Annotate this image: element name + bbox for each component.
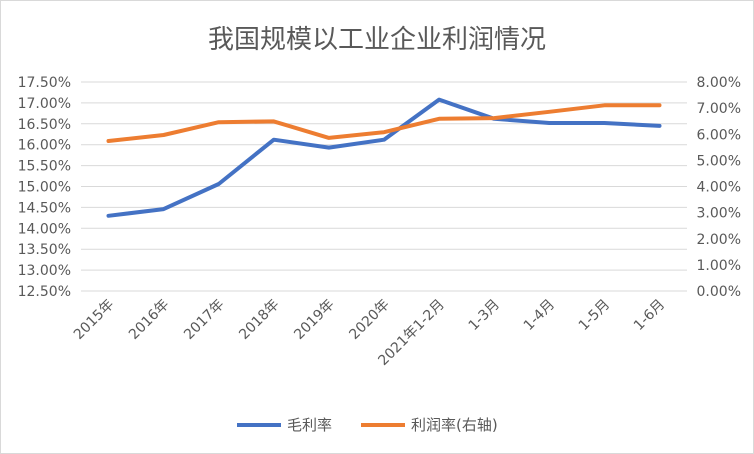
x-tick-label: 2015年 [71,297,117,343]
right-tick-label: 1.00% [697,258,741,274]
x-tick-label: 2017年 [181,297,227,343]
gridlines [81,81,687,292]
x-tick-label: 2020年 [346,297,392,343]
chart-title: 我国规模以工业企业利润情况 [208,25,546,55]
x-tick-label: 1-4月 [521,297,558,334]
left-tick-label: 17.00% [18,96,71,112]
legend: 毛利率 利润率(右轴) [237,416,498,434]
right-tick-label: 2.00% [697,232,741,248]
left-tick-label: 16.00% [18,138,71,154]
left-tick-label: 15.00% [18,180,71,196]
left-tick-label: 13.00% [18,263,71,279]
right-tick-label: 0.00% [697,284,741,300]
right-axis-ticks: 0.00% 1.00% 2.00% 3.00% 4.00% 5.00% 6.00% 7.00%… [697,75,741,300]
series-layer [106,97,662,218]
right-tick-label: 4.00% [697,180,741,196]
right-tick-label: 5.00% [697,153,741,169]
left-tick-label: 13.50% [18,242,71,258]
left-tick-label: 15.50% [18,159,71,175]
series-line-1 [106,103,662,143]
x-tick-label: 1-5月 [576,297,613,334]
left-tick-label: 16.50% [18,117,71,133]
right-tick-label: 7.00% [697,101,741,117]
legend-label-0: 毛利率 [287,416,332,434]
x-tick-label: 1-3月 [466,297,503,334]
left-tick-label: 14.50% [18,200,71,216]
series-line-0 [106,97,662,218]
legend-label-1: 利润率(右轴) [411,416,498,434]
left-tick-label: 17.50% [18,75,71,91]
x-tick-label: 1-6月 [631,297,668,334]
left-axis-ticks: 12.50% 13.00% 13.50% 14.00% 14.50% 15.00% 15.5… [18,75,71,300]
left-tick-label: 12.50% [18,284,71,300]
right-tick-label: 3.00% [697,206,741,222]
x-tick-label: 2019年 [291,297,337,343]
x-tick-label: 2016年 [126,297,172,343]
x-tick-label: 2018年 [236,297,282,343]
left-tick-label: 14.00% [18,221,71,237]
right-tick-label: 8.00% [697,75,741,91]
right-tick-label: 6.00% [697,127,741,143]
